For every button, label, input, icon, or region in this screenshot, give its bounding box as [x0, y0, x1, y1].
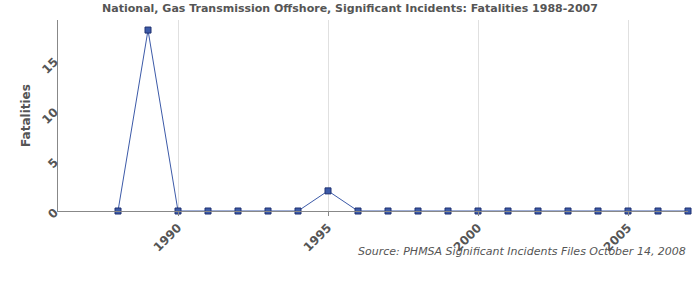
svg-text:2000: 2000 — [451, 221, 485, 255]
svg-text:15: 15 — [39, 55, 61, 77]
svg-text:Fatalities: Fatalities — [19, 84, 33, 147]
svg-text:1990: 1990 — [151, 221, 185, 255]
svg-text:Source: PHMSA Significant Inci: Source: PHMSA Significant Incidents File… — [358, 245, 686, 258]
svg-text:2005: 2005 — [601, 221, 635, 255]
svg-text:5: 5 — [45, 155, 61, 171]
svg-text:0: 0 — [45, 206, 61, 222]
svg-text:10: 10 — [39, 105, 61, 127]
svg-text:National, Gas Transmission Off: National, Gas Transmission Offshore, Sig… — [102, 2, 598, 15]
svg-text:1995: 1995 — [301, 221, 335, 255]
